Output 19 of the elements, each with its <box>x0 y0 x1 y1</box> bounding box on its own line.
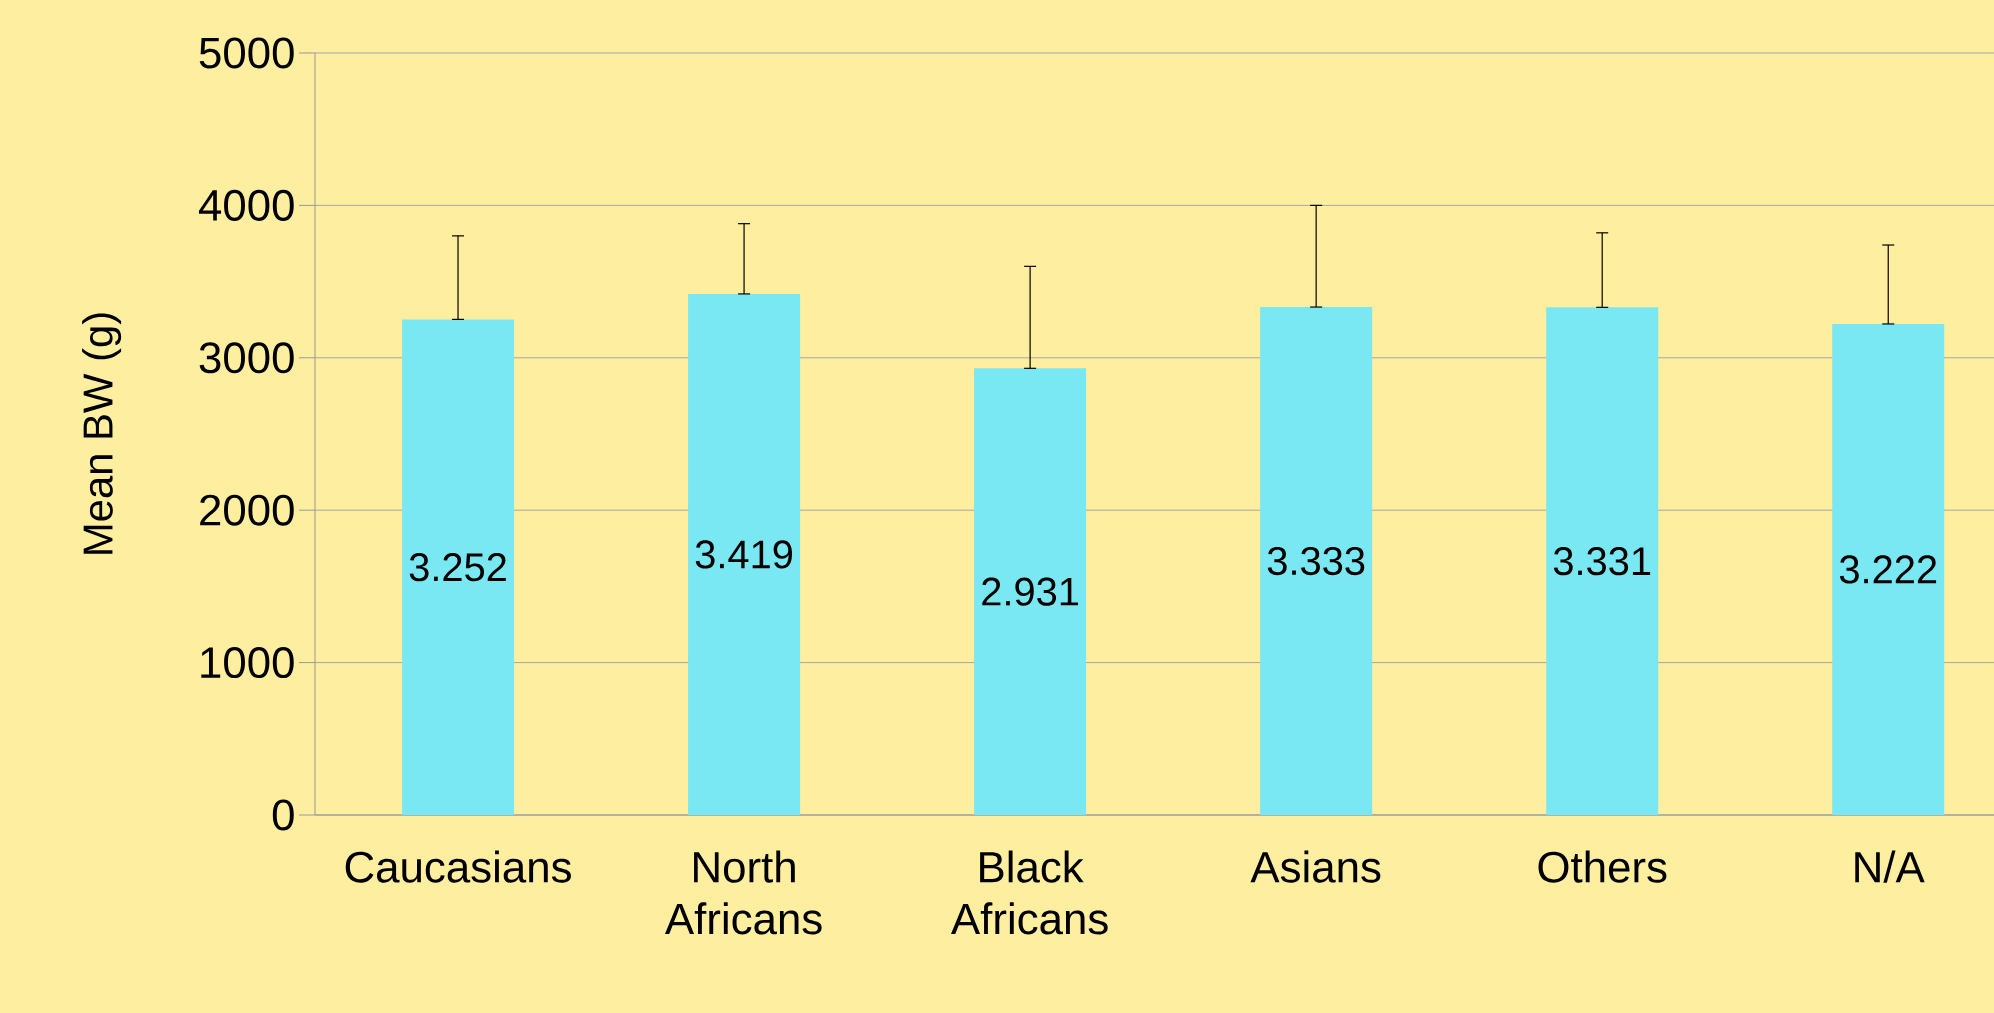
data-label: 2.931 <box>982 577 1079 606</box>
y-tick-label: 2000 <box>200 494 294 526</box>
data-label: 3.252 <box>409 553 506 582</box>
y-tick-label: 0 <box>272 799 294 831</box>
y-tick-label: 4000 <box>198 189 294 221</box>
x-tick-label: North Africans <box>664 850 822 935</box>
x-tick-label: N/A <box>1855 850 1925 883</box>
x-tick-label: Caucasians <box>345 850 571 883</box>
x-tick-label: Asians <box>1250 850 1381 883</box>
data-label: 3.419 <box>695 540 793 569</box>
y-tick-label: 5000 <box>199 37 294 69</box>
data-label: 3.222 <box>1839 555 1937 584</box>
y-tick-label: 1000 <box>201 647 294 679</box>
x-tick-label: Others <box>1538 850 1667 883</box>
data-label: 3.333 <box>1267 546 1365 576</box>
data-label: 3.331 <box>1553 547 1651 576</box>
y-axis-title: Mean BW (g) <box>82 313 122 554</box>
x-tick-label: Black Africans <box>951 850 1108 935</box>
y-tick-label: 3000 <box>199 342 294 374</box>
